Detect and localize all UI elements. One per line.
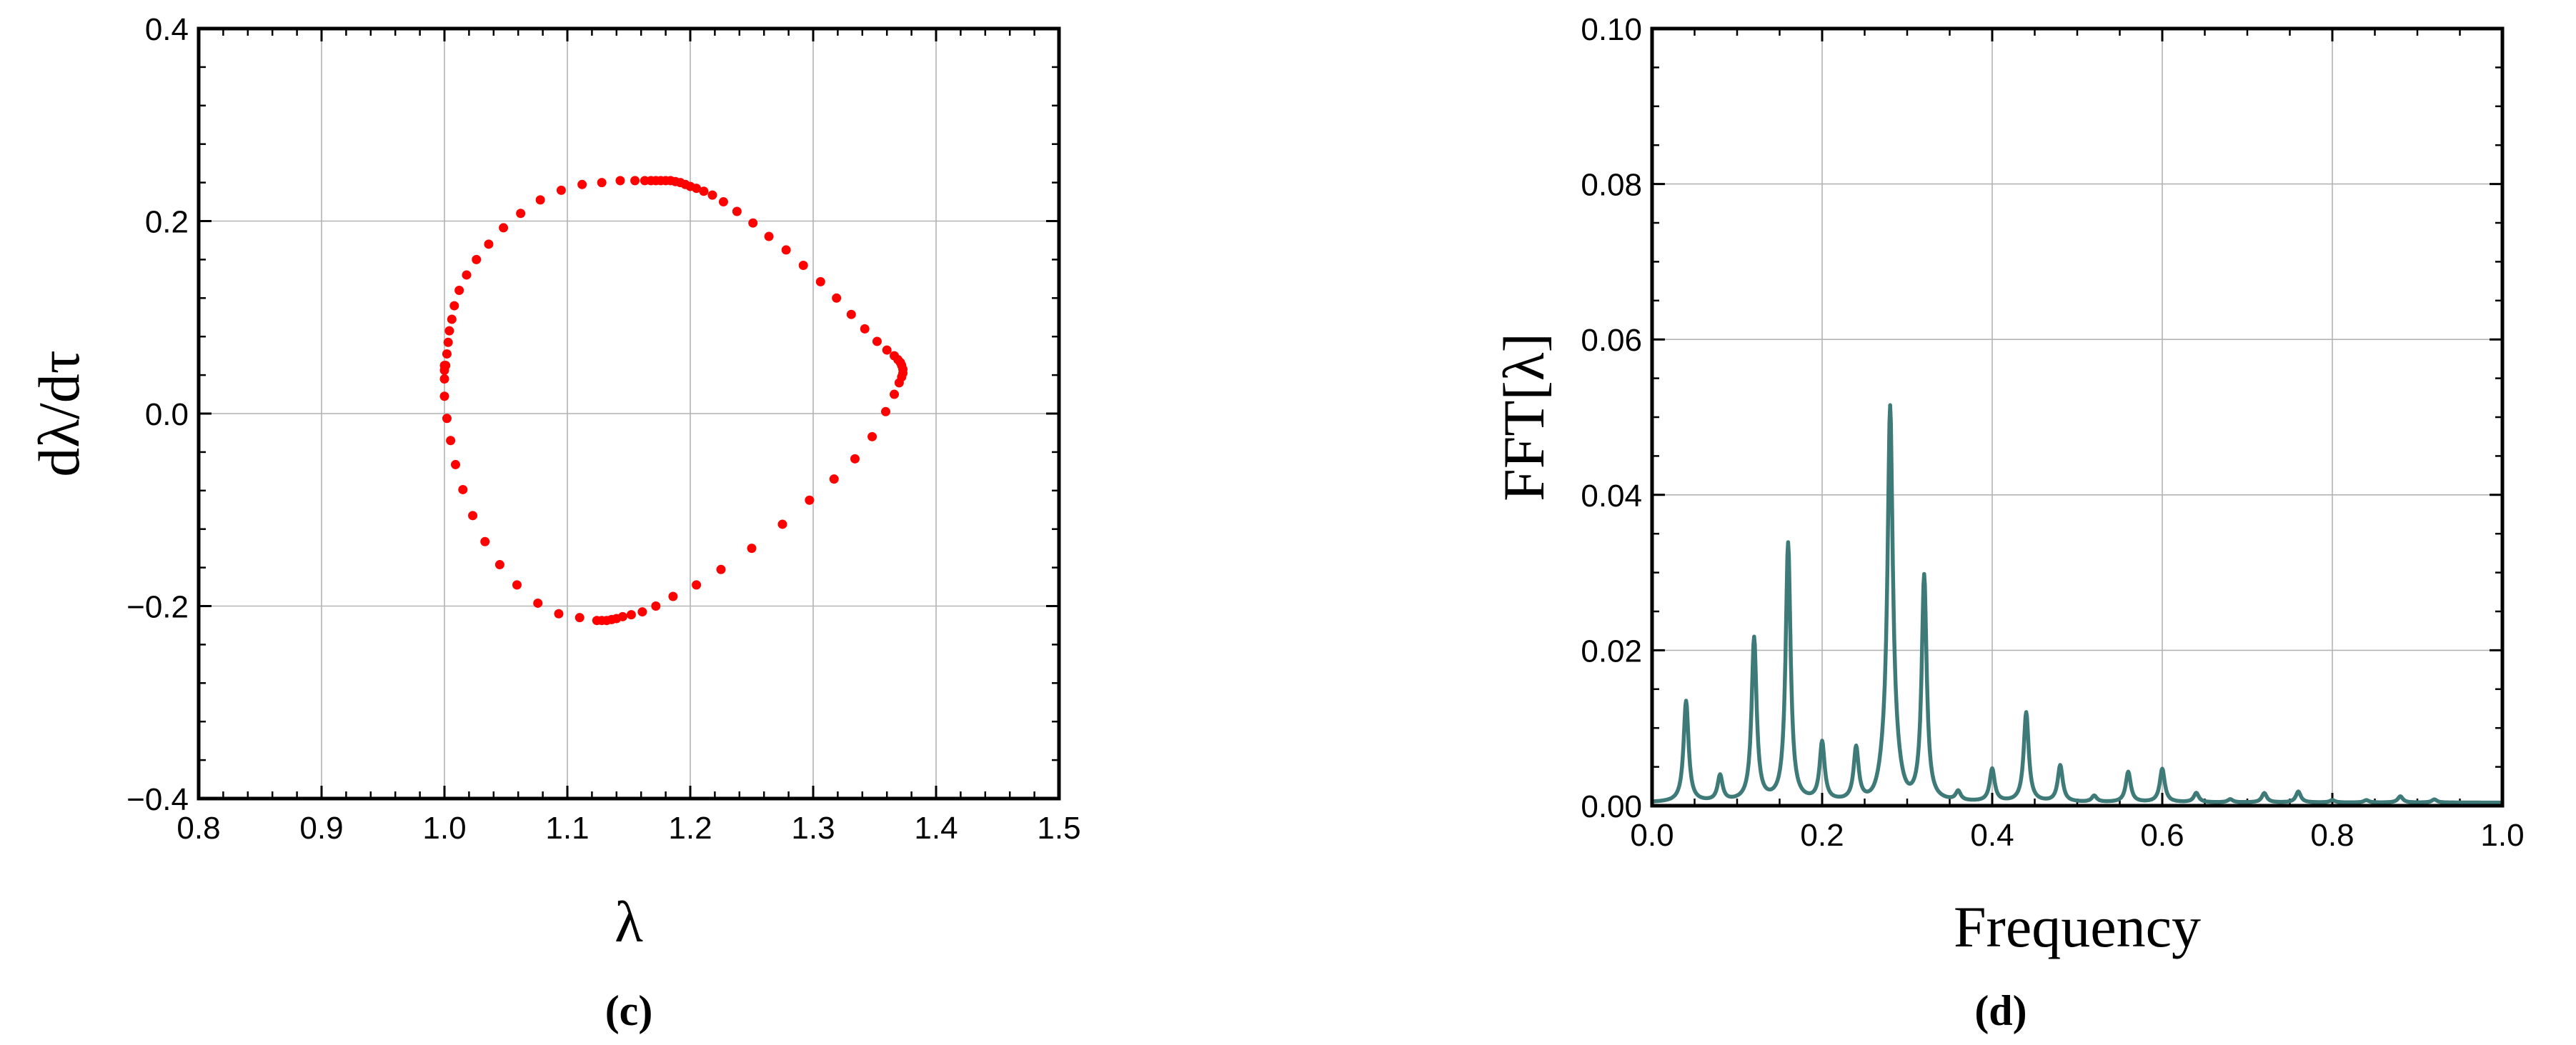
data-point — [597, 178, 607, 188]
x-tick-label: 0.8 — [2310, 818, 2354, 853]
data-point — [535, 195, 545, 205]
data-point — [439, 391, 449, 401]
data-point — [458, 484, 468, 494]
data-point — [890, 389, 900, 399]
x-tick-label: 0.8 — [176, 811, 220, 846]
data-point — [781, 245, 791, 255]
data-point — [630, 176, 640, 186]
x-axis-label: λ — [615, 889, 643, 954]
data-point — [815, 276, 825, 286]
data-point — [692, 184, 702, 194]
data-point — [747, 544, 757, 554]
data-point — [860, 324, 870, 334]
data-point — [716, 564, 726, 574]
x-tick-label: 1.0 — [422, 811, 466, 846]
data-point — [615, 176, 625, 186]
data-point — [805, 495, 815, 505]
data-point — [707, 190, 717, 200]
x-tick-label: 1.3 — [791, 811, 835, 846]
data-point — [462, 270, 472, 280]
data-point — [480, 536, 490, 546]
data-point — [882, 345, 892, 355]
data-point — [484, 239, 494, 249]
spectrum-line — [1651, 403, 2504, 805]
x-axis-label: Frequency — [1954, 894, 2201, 959]
data-point — [444, 326, 454, 336]
x-tick-label: 0.0 — [1630, 818, 1674, 853]
data-point — [592, 616, 602, 626]
x-tick-label: 1.2 — [668, 811, 712, 846]
data-point — [449, 301, 459, 311]
data-point — [439, 374, 449, 384]
data-point — [450, 459, 460, 469]
y-tick-label: 0.04 — [1581, 479, 1642, 514]
phase-portrait-panel: 0.8 0.9 1.0 1.1 1.2 1.3 1.4 1.5 −0.4 −0.2 0.0 0.2 0.… — [26, 12, 1081, 1034]
data-point — [880, 406, 890, 416]
data-point — [829, 474, 839, 484]
panel-label: (d) — [1974, 987, 2027, 1034]
y-axis-label: dλ/dτ — [26, 350, 91, 477]
data-point — [846, 309, 856, 319]
data-point — [468, 511, 478, 521]
plot-frame — [197, 26, 1061, 801]
data-point — [512, 580, 522, 590]
data-point — [446, 436, 456, 446]
y-tick-label: 0.0 — [145, 397, 189, 432]
y-tick-label: 0.4 — [145, 12, 189, 47]
data-point — [443, 337, 453, 347]
data-point — [872, 336, 882, 346]
data-point — [732, 206, 742, 216]
y-tick-label: −0.4 — [126, 782, 189, 817]
x-tick-label: 1.5 — [1037, 811, 1080, 846]
data-point — [439, 361, 449, 371]
panel-label: (c) — [605, 987, 653, 1034]
data-point — [494, 560, 504, 570]
y-axis-label: FFT[λ] — [1491, 333, 1556, 501]
data-point — [692, 580, 702, 590]
data-point — [516, 209, 526, 219]
plot-frame — [1650, 26, 2505, 808]
data-point — [454, 286, 464, 296]
data-point — [447, 314, 457, 324]
x-tick-label: 0.9 — [299, 811, 343, 846]
data-point — [637, 607, 647, 617]
data-point — [554, 609, 564, 619]
data-point — [651, 601, 661, 611]
data-point — [668, 591, 678, 601]
data-point — [626, 610, 636, 620]
y-tick-label: 0.02 — [1581, 634, 1642, 669]
x-tick-label: 1.1 — [545, 811, 589, 846]
data-point — [556, 185, 566, 195]
data-point — [850, 454, 860, 464]
y-tick-label: 0.00 — [1581, 789, 1642, 824]
data-point — [777, 519, 787, 529]
x-tick-label: 0.6 — [2140, 818, 2184, 853]
x-tick-label: 1.4 — [914, 811, 958, 846]
data-point — [533, 598, 543, 608]
x-tick-label: 0.4 — [1970, 818, 2014, 853]
data-point — [442, 414, 452, 424]
fft-spectrum-panel: 0.0 0.2 0.4 0.6 0.8 1.0 0.00 0.02 0.04 0.06 0.08 0.… — [1491, 12, 2525, 1034]
data-point — [764, 231, 774, 241]
data-point — [894, 378, 904, 388]
y-tick-label: 0.2 — [145, 205, 189, 240]
data-point — [499, 223, 509, 233]
data-point — [577, 179, 587, 189]
y-tick-label: 0.10 — [1581, 12, 1642, 47]
x-tick-label: 1.0 — [2480, 818, 2524, 853]
data-point — [472, 254, 482, 264]
data-point — [798, 260, 808, 270]
data-point — [867, 431, 877, 441]
y-tick-label: 0.08 — [1581, 168, 1642, 203]
data-point — [442, 349, 452, 359]
x-tick-label: 0.2 — [1800, 818, 1844, 853]
y-tick-label: 0.06 — [1581, 323, 1642, 358]
y-tick-label: −0.2 — [126, 590, 189, 625]
data-point — [832, 293, 842, 303]
data-point — [748, 218, 758, 228]
data-point — [575, 613, 585, 623]
data-point — [718, 197, 728, 207]
data-point — [699, 186, 709, 196]
